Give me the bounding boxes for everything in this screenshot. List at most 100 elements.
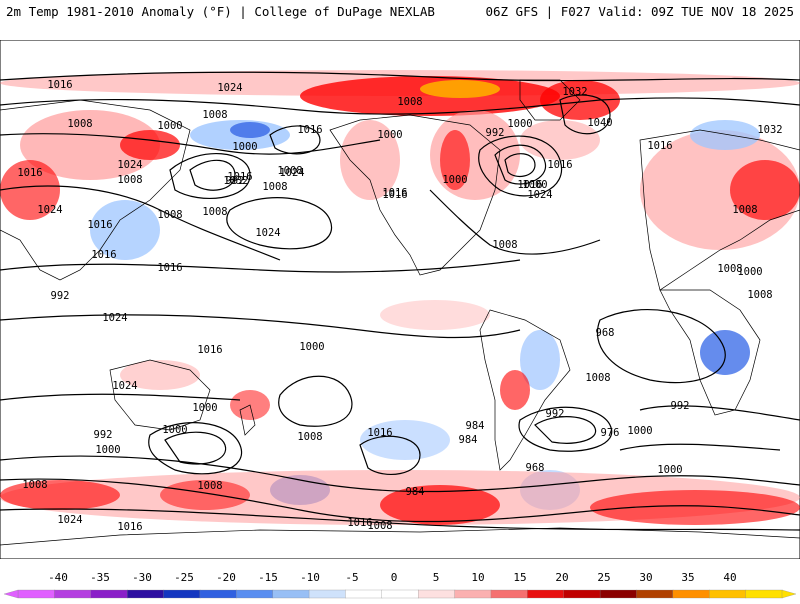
isobar-label: 1016 [91,249,116,261]
colorbar-swatch [672,589,710,599]
isobar-label: 1016 [17,167,42,179]
coastline [0,527,800,546]
isobar-line [478,135,563,197]
colorbar-swatches [3,589,797,599]
isobar-line [189,159,236,191]
colorbar-swatch [636,589,674,599]
isobar-line [534,416,597,444]
anomaly-patch-warm [640,130,800,250]
map-title: 2m Temp 1981-2010 Anomaly (°F) | College… [6,4,435,19]
isobar-label: 1016 [197,344,222,356]
colorbar-tick-label: -25 [174,571,194,584]
isobar-label: 992 [94,429,113,441]
anomaly-patch-strong-warm [730,160,800,220]
coastline [0,99,191,281]
anomaly-patch-cool [360,420,450,460]
anomaly-patch-strong-warm [120,130,180,160]
anomaly-patch-cool [90,200,160,260]
isobar-label: 976 [601,427,620,439]
colorbar: -40 -35 -30 -25 -20 -15 -10 -5 0 5 10 15 20 25 30 35 40 [0,570,800,600]
anomaly-patch-warm [380,300,490,330]
isobar-label: 1024 [117,159,142,171]
isobar-label: 984 [406,486,425,498]
isobar-label: 1008 [747,289,772,301]
isobar-line [278,375,353,427]
colorbar-tick-label: 0 [391,571,398,584]
isobar-label: 1024 [112,380,137,392]
isobar-line [0,508,800,531]
colorbar-swatch [418,589,456,599]
isobar-label: 1000 [232,141,257,153]
isobar-label: 1016 [382,187,407,199]
coastlines [0,79,800,546]
coastline [239,404,256,436]
colorbar-swatch [563,589,601,599]
colorbar-low-triangle [3,589,19,599]
isobar-label: 1000 [192,402,217,414]
isobar-label: 1000 [157,120,182,132]
isobar-line [596,309,726,384]
isobar-label: 1024 [57,514,82,526]
colorbar-tick-label: -40 [48,571,68,584]
isobar-label: 1008 [197,480,222,492]
isobar-label: 984 [466,420,485,432]
colorbar-swatch [381,589,419,599]
isobar-label: 1008 [492,239,517,251]
anomaly-patch-extreme-warm [420,80,500,98]
anomaly-patch-strong-warm [160,480,250,510]
isobar-label: 1008 [202,206,227,218]
isobar-label: 1008 [297,431,322,443]
isobar-label: 1000 [657,464,682,476]
isobar-line [0,393,241,401]
isobar-label: 1016 [367,427,392,439]
colorbar-tick-label: -20 [216,571,236,584]
isobar-label: 1000 [737,266,762,278]
isobar-line [269,125,321,155]
isobar-label: 1008 [157,209,182,221]
colorbar-swatch [17,589,56,599]
colorbar-swatch [490,589,528,599]
coastline [329,114,501,276]
isobar-line [559,94,611,135]
anomaly-patch-strong-cool [230,122,270,138]
anomaly-patch-strong-warm [590,490,800,525]
isobar-label: 1000 [522,179,547,191]
colorbar-tick-label: -15 [258,571,278,584]
isobar-label: 1008 [585,372,610,384]
isobar-line [0,97,800,115]
colorbar-swatch [709,589,747,599]
isobar-line [0,71,800,82]
isobar-line [0,314,521,339]
anomaly-patch-cool [520,330,560,390]
isobar-label: 1000 [377,129,402,141]
isobar-label: 1016 [647,140,672,152]
colorbar-swatch [345,589,383,599]
isobar-line [518,406,613,452]
colorbar-swatch [527,589,565,599]
isobar-label: 992 [546,408,565,420]
isobar-label: 1016 [47,79,72,91]
isobar-line [0,259,521,273]
isobar-label: 1000 [627,425,652,437]
colorbar-high-triangle [781,589,797,599]
isobar-line [0,455,800,493]
colorbar-tick-labels: -40 -35 -30 -25 -20 -15 -10 -5 0 5 10 15 20 25 30 35 40 [48,571,737,584]
isobar-label: 1008 [202,109,227,121]
colorbar-tick-label: -5 [345,571,358,584]
colorbar-swatch [272,589,310,599]
isobar-label: 1040 [587,117,612,129]
anomaly-patch-warm [340,120,400,200]
isobar-label: 1016 [117,521,142,533]
model-run-info: 06Z GFS | F027 Valid: 09Z TUE NOV 18 202… [485,4,794,19]
colorbar-swatch [163,589,201,599]
isobar-label: 1000 [95,444,120,456]
isobar-label: 1000 [299,341,324,353]
isobar-label: 1024 [527,189,552,201]
isobar-label: 1024 [37,204,62,216]
isobar-label: 992 [51,290,70,302]
isobar-label: 1000 [442,174,467,186]
colorbar-swatch [236,589,274,599]
isobar-label: 1016 [547,159,572,171]
